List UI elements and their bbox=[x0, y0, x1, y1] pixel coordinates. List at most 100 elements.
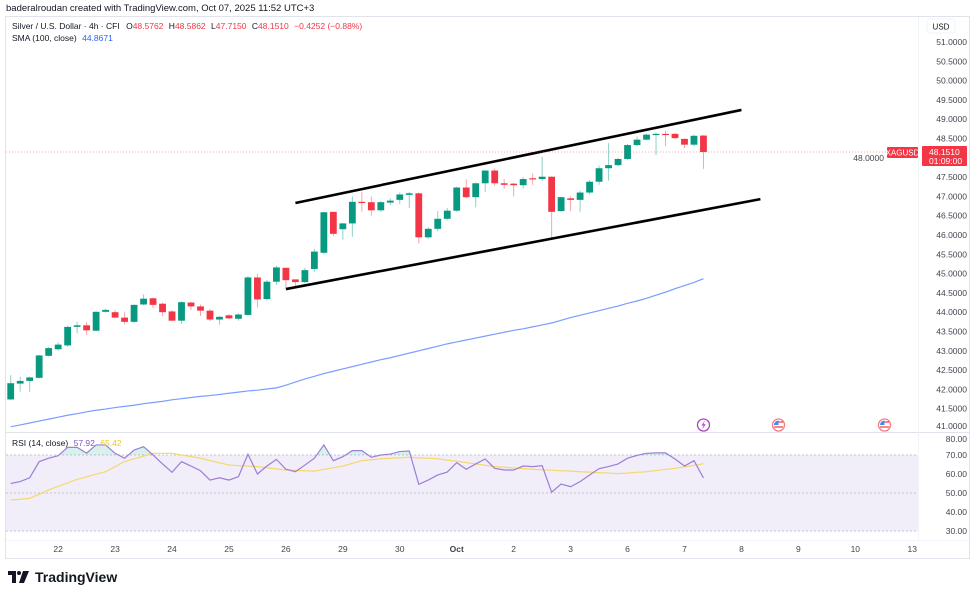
candle-body bbox=[197, 306, 204, 311]
price-tick: 42.0000 bbox=[936, 384, 967, 394]
chart-frame bbox=[5, 16, 970, 559]
rsi-tick: 30.00 bbox=[946, 526, 968, 536]
candle bbox=[178, 301, 185, 324]
time-tick: 3 bbox=[568, 544, 573, 554]
candle-body bbox=[415, 193, 423, 238]
price-tick: 48.0000 bbox=[853, 153, 884, 163]
candle bbox=[159, 302, 166, 317]
us-flag-icon[interactable] bbox=[771, 418, 786, 432]
candle-body bbox=[434, 218, 442, 229]
candle-body bbox=[235, 314, 242, 319]
candle bbox=[26, 376, 34, 392]
candle-body bbox=[54, 344, 62, 350]
candle-body bbox=[225, 315, 233, 319]
tradingview-logo[interactable]: TradingView bbox=[8, 569, 117, 585]
candle bbox=[140, 294, 147, 306]
time-tick: 30 bbox=[395, 544, 405, 554]
candle-body bbox=[681, 138, 688, 145]
price-tick: 41.5000 bbox=[936, 404, 967, 414]
candle bbox=[443, 207, 451, 221]
trendlines-layer[interactable] bbox=[285, 108, 761, 291]
sma-layer bbox=[10, 278, 704, 428]
candle bbox=[102, 308, 109, 313]
price-tick: 45.0000 bbox=[936, 269, 967, 279]
trendline[interactable] bbox=[285, 197, 761, 291]
legend-symbol: Silver / U.S. Dollar · 4h · CFI bbox=[12, 21, 120, 31]
candle bbox=[424, 227, 432, 239]
time-tick: 22 bbox=[53, 544, 63, 554]
l-label: L bbox=[211, 21, 216, 31]
candle bbox=[339, 222, 347, 240]
candle-body bbox=[576, 192, 584, 200]
price-tick: 41.0000 bbox=[936, 421, 967, 431]
rsi-label: RSI (14, close) bbox=[12, 438, 68, 448]
price-axis[interactable]: 51.0000 50.5000 50.0000 49.5000 49.0000 48.50… bbox=[853, 37, 967, 431]
price-tick: 46.0000 bbox=[936, 230, 967, 240]
candle bbox=[273, 265, 280, 286]
candle-body bbox=[424, 228, 432, 238]
candle bbox=[244, 275, 252, 317]
symbol-tag bbox=[887, 147, 918, 158]
time-axis[interactable]: 22 23 24 25 26 29 30 Oct 2 3 6 7 8 9 10 13 bbox=[53, 544, 917, 554]
candle bbox=[45, 346, 53, 357]
candle bbox=[605, 143, 612, 181]
candle bbox=[225, 314, 233, 320]
candle-body bbox=[282, 267, 290, 281]
candle-body bbox=[519, 179, 527, 186]
legend-ohlc: Silver / U.S. Dollar · 4h · CFI O48.5762… bbox=[12, 21, 362, 31]
candle-body bbox=[301, 270, 309, 283]
candle bbox=[576, 190, 584, 212]
candle bbox=[187, 301, 195, 311]
rsi-ma-value: 65.42 bbox=[100, 438, 122, 448]
candle-body bbox=[263, 281, 271, 300]
candle bbox=[130, 304, 138, 324]
candle bbox=[386, 198, 394, 205]
candle-body bbox=[149, 298, 157, 305]
candle bbox=[197, 304, 204, 317]
candle bbox=[206, 309, 214, 322]
rsi-tick: 70.00 bbox=[946, 450, 968, 460]
time-tick: 23 bbox=[110, 544, 120, 554]
rsi-tick: 40.00 bbox=[946, 507, 968, 517]
h-label: H bbox=[169, 21, 175, 31]
candle bbox=[567, 196, 575, 212]
h-value: 48.5862 bbox=[175, 21, 206, 31]
rsi-axis[interactable]: 80.00 70.00 60.00 50.00 40.00 30.00 bbox=[946, 434, 968, 536]
candle bbox=[282, 267, 290, 290]
candle bbox=[111, 309, 119, 319]
candle-body bbox=[396, 194, 404, 200]
candle-body bbox=[481, 170, 489, 184]
candle bbox=[292, 279, 299, 288]
c-value: 48.1510 bbox=[258, 21, 289, 31]
price-tick: 43.5000 bbox=[936, 327, 967, 337]
candle-body bbox=[64, 326, 72, 346]
change-value: −0.4252 (−0.88%) bbox=[294, 21, 362, 31]
symbol-tag-text: XAGUSD bbox=[886, 149, 920, 158]
candle bbox=[491, 168, 499, 186]
trendline[interactable] bbox=[295, 108, 742, 205]
l-value: 47.7150 bbox=[216, 21, 247, 31]
candle bbox=[83, 322, 91, 335]
legend-rsi[interactable]: RSI (14, close) 57.92 65.42 bbox=[12, 438, 122, 448]
rsi-overbought-fill bbox=[96, 444, 106, 455]
time-tick: 26 bbox=[281, 544, 291, 554]
candle bbox=[254, 273, 261, 308]
legend-sma[interactable]: SMA (100, close) 44.8671 bbox=[12, 33, 113, 43]
countdown-text: 01:09:00 bbox=[929, 156, 962, 166]
candle-body bbox=[244, 277, 252, 315]
candle-body bbox=[26, 377, 34, 381]
time-tick: 25 bbox=[224, 544, 234, 554]
currency-button[interactable] bbox=[926, 18, 956, 34]
candle bbox=[301, 267, 309, 284]
price-tick: 48.5000 bbox=[936, 134, 967, 144]
candle-body bbox=[557, 197, 565, 212]
rsi-levels bbox=[6, 454, 918, 532]
us-flag-icon[interactable] bbox=[877, 418, 892, 432]
time-tick: 2 bbox=[511, 544, 516, 554]
candle-body bbox=[329, 211, 337, 234]
candle-body bbox=[16, 380, 24, 384]
price-tick: 49.5000 bbox=[936, 95, 967, 105]
lightning-icon[interactable] bbox=[696, 418, 711, 432]
candle bbox=[367, 196, 375, 216]
